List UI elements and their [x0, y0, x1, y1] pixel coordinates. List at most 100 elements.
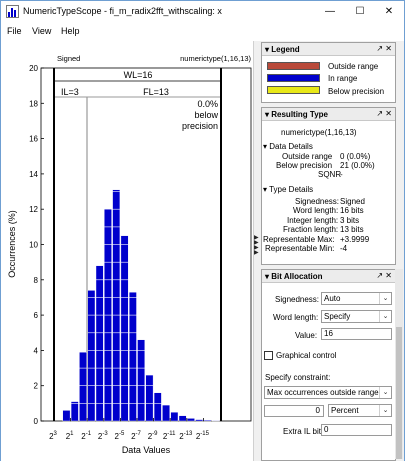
y-tick-label: 20	[29, 64, 38, 73]
signedness-label: Signedness:	[295, 197, 340, 206]
close-button[interactable]: ✕	[384, 6, 394, 17]
menu-bar: File View Help	[1, 23, 404, 40]
constraint-selected: Max occurrences outside range	[267, 388, 379, 397]
integer-length-value: 3 bits	[340, 216, 360, 225]
panel-controls[interactable]: ↗ ✕	[376, 44, 392, 53]
resulting-type-title: Resulting Type	[271, 110, 328, 119]
precision-text-below: below	[194, 110, 218, 120]
resulting-type-header[interactable]: ▾ Resulting Type ↗ ✕	[262, 108, 395, 121]
chevron-down-icon: ⌄	[379, 387, 391, 398]
window-title: NumericTypeScope - fi_m_radix2fft_withsc…	[23, 6, 222, 16]
graphical-control-checkbox[interactable]	[264, 351, 273, 360]
legend-title: Legend	[271, 45, 300, 54]
histogram-bar	[203, 419, 212, 422]
y-tick-label: 6	[34, 311, 39, 320]
integer-length-label: Integer length:	[287, 216, 339, 225]
graphical-control-label: Graphical control	[276, 351, 337, 360]
fl-label: FL=13	[143, 87, 169, 97]
x-tick-label: 2-11	[163, 431, 176, 441]
menu-file[interactable]: File	[7, 26, 22, 36]
histogram-bar	[62, 410, 71, 422]
y-tick-label: 12	[29, 205, 38, 214]
signedness-selected: Auto	[324, 294, 341, 303]
precision-text-precision: precision	[182, 121, 218, 131]
y-ticks-group: 0 2 4 6 8 10 12 14 16 18 20	[29, 64, 44, 426]
y-tick-label: 10	[29, 241, 38, 250]
word-length-dropdown[interactable]: Specify ⌄	[321, 310, 392, 323]
title-bar: NumericTypeScope - fi_m_radix2fft_withsc…	[1, 1, 404, 23]
x-tick-label: 2-3	[98, 431, 108, 441]
x-tick-label: 2-5	[115, 431, 125, 441]
word-length-value: 16 bits	[340, 206, 364, 215]
plot-frame	[40, 67, 252, 422]
menu-view[interactable]: View	[32, 26, 52, 36]
wl-label: WL=16	[124, 70, 153, 80]
histogram-bar	[128, 291, 137, 422]
x-tick-label: 2-15	[196, 431, 210, 441]
bit-allocation-panel: ▾ Bit Allocation ↗ ✕ Signedness: Auto ⌄ …	[261, 269, 396, 461]
x-axis-label: Data Values	[122, 445, 171, 455]
legend-in-range: In range	[328, 74, 358, 83]
below-precision-value: 21 (0.0%)	[340, 161, 375, 170]
legend-header[interactable]: ▾ Legend ↗ ✕	[262, 43, 395, 56]
panel-scrollbar[interactable]	[395, 269, 403, 459]
precision-pct: 0.0%	[197, 99, 218, 109]
specify-constraint-label: Specify constraint:	[265, 373, 331, 382]
histogram-bar	[195, 419, 204, 422]
histogram-chart[interactable]: Signed numerictype(1,16,13) WL=16 IL=3 F…	[1, 41, 253, 461]
bit-allocation-header[interactable]: ▾ Bit Allocation ↗ ✕	[262, 270, 395, 283]
panel-controls[interactable]: ↗ ✕	[376, 271, 392, 280]
histogram-bar	[170, 412, 179, 422]
representable-max-label: Representable Max:	[263, 235, 335, 244]
histogram-bar	[137, 339, 146, 422]
legend-outside-range: Outside range	[328, 62, 379, 71]
scope-app-icon	[6, 5, 19, 18]
il-label: IL=3	[61, 87, 79, 97]
collapse-icon[interactable]: ▾	[265, 272, 270, 281]
bit-allocation-title: Bit Allocation	[271, 272, 323, 281]
scrollbar-thumb[interactable]	[396, 327, 402, 459]
bars-group	[62, 189, 220, 422]
panel-splitter[interactable]: ▶ ▶ ▶ ▶	[253, 41, 260, 461]
signedness-dropdown[interactable]: Auto ⌄	[321, 292, 392, 305]
x-ticks-group: 23 21 2-1 2-3 2-5 2-7 2-9 2-11 2-13 2-15	[49, 418, 210, 441]
chevron-down-icon: ⌄	[379, 405, 391, 416]
y-tick-label: 16	[29, 135, 38, 144]
collapse-icon[interactable]: ▾	[265, 45, 270, 54]
representable-min-value: -4	[340, 244, 348, 253]
type-details-heading[interactable]: ▾ Type Details	[263, 185, 314, 194]
menu-help[interactable]: Help	[61, 26, 80, 36]
signed-label: Signed	[57, 54, 80, 63]
histogram-bar	[112, 189, 121, 422]
fraction-length-value: 13 bits	[340, 225, 364, 234]
histogram-bar	[120, 235, 129, 422]
histogram-bar	[178, 415, 187, 422]
in-range-swatch	[267, 74, 320, 82]
panel-controls[interactable]: ↗ ✕	[376, 109, 392, 118]
representable-min-label: Representable Min:	[265, 244, 335, 253]
y-tick-label: 2	[34, 382, 39, 391]
resulting-numerictype: numerictype(1,16,13)	[281, 128, 357, 137]
constraint-dropdown[interactable]: Max occurrences outside range ⌄	[264, 386, 392, 399]
histogram-bar	[211, 420, 220, 422]
x-tick-label: 2-13	[179, 431, 193, 441]
extra-il-input[interactable]: 0	[321, 424, 392, 436]
sqnr-value: -	[340, 170, 343, 179]
chevron-down-icon: ▾	[263, 185, 268, 194]
chevron-down-icon: ▾	[263, 142, 268, 151]
constraint-unit-dropdown[interactable]: Percent ⌄	[328, 404, 392, 417]
histogram-bar	[79, 352, 87, 422]
x-tick-label: 21	[66, 431, 74, 441]
maximize-button[interactable]: ☐	[355, 6, 365, 17]
below-precision-label: Below precision	[276, 161, 333, 170]
data-details-heading[interactable]: ▾ Data Details	[263, 142, 313, 151]
minimize-button[interactable]: —	[325, 6, 335, 17]
y-tick-label: 8	[34, 276, 39, 285]
y-tick-label: 4	[34, 346, 39, 355]
sqnr-label: SQNR	[318, 170, 342, 179]
word-length-value-input[interactable]: 16	[321, 328, 392, 340]
histogram-bar	[162, 404, 170, 422]
collapse-icon[interactable]: ▾	[265, 110, 270, 119]
right-panels: ▾ Legend ↗ ✕ Outside range In range Belo…	[259, 41, 404, 461]
constraint-count-input[interactable]: 0	[264, 405, 324, 417]
